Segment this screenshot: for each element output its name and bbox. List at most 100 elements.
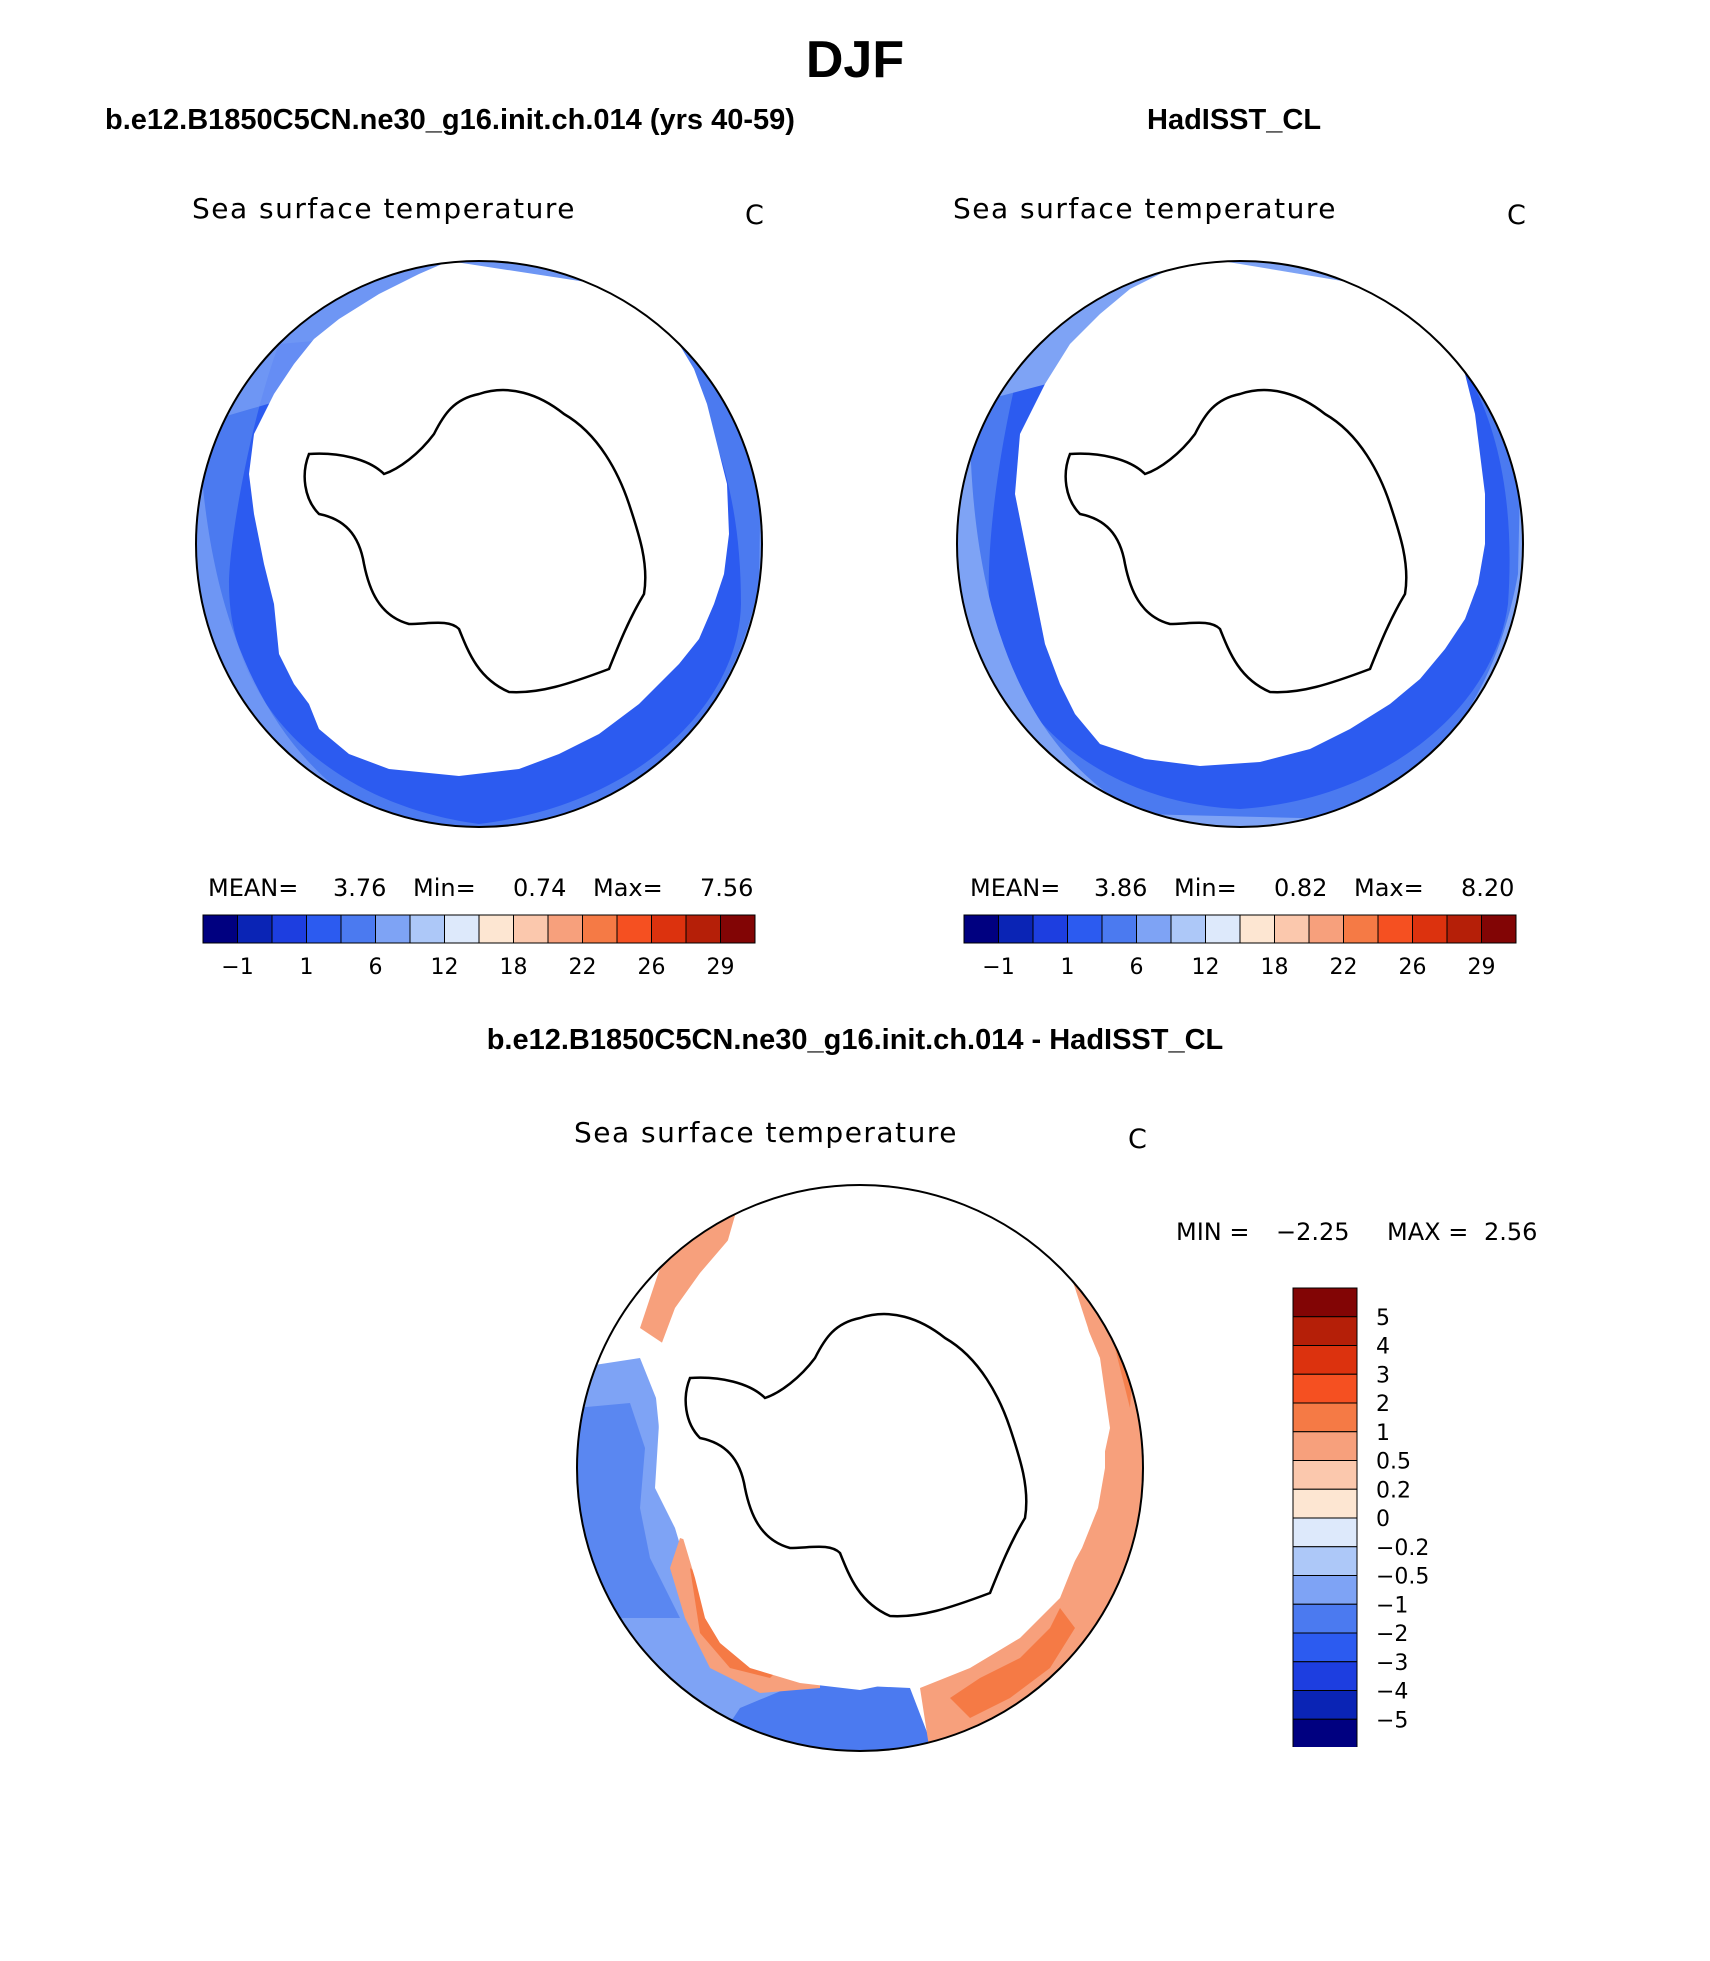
colorbar-box	[202, 914, 238, 944]
diff-max-value: 2.56	[1484, 1218, 1538, 1246]
colorbar-box	[1377, 914, 1413, 944]
figure-title: DJF	[805, 31, 905, 89]
negative-anomaly-west	[577, 1358, 930, 1751]
colorbar-level-label: 0.5	[1376, 1450, 1411, 1475]
colorbar-tick-label: 1	[1061, 955, 1075, 980]
diff-units-label: C	[1128, 1124, 1147, 1155]
colorbar-tick-label: 12	[1192, 955, 1220, 980]
obs-min-value: 0.82	[1274, 874, 1328, 902]
colorbar-box	[1292, 1402, 1358, 1433]
colorbar-tick-label: −1	[982, 955, 1014, 980]
obs-mean-label: MEAN=	[970, 874, 1061, 902]
model-min-value: 0.74	[513, 874, 567, 902]
model-mean-value: 3.76	[333, 874, 387, 902]
colorbar-level-label: −4	[1376, 1680, 1408, 1705]
colorbar-box	[1343, 914, 1379, 944]
colorbar-box	[616, 914, 652, 944]
colorbar-tick-label: 26	[1399, 955, 1427, 980]
colorbar-box	[1292, 1575, 1358, 1605]
colorbar-box	[1292, 1287, 1358, 1318]
colorbar-box	[720, 914, 756, 944]
colorbar-box	[1101, 914, 1137, 944]
model-plot-title: Sea surface temperature	[192, 192, 576, 225]
colorbar-level-label: 1	[1376, 1421, 1390, 1446]
obs-max-value: 8.20	[1461, 874, 1515, 902]
colorbar-box	[1292, 1517, 1358, 1548]
colorbar-box	[375, 914, 411, 944]
colorbar-level-label: 2	[1376, 1392, 1390, 1417]
diff-max-label: MAX =	[1387, 1218, 1469, 1246]
colorbar-box	[1292, 1460, 1358, 1490]
obs-colorbar	[963, 914, 1517, 944]
positive-anomaly-northwest	[640, 1198, 740, 1348]
colorbar-tick-label: 22	[569, 955, 597, 980]
colorbar-box	[1292, 1373, 1358, 1404]
colorbar-tick-label: 22	[1330, 955, 1358, 980]
antarctica-coastline	[1064, 388, 1408, 694]
colorbar-tick-label: 6	[369, 955, 383, 980]
colorbar-tick-label: 1	[300, 955, 314, 980]
diff-min-label: MIN =	[1176, 1218, 1250, 1246]
colorbar-box	[1292, 1661, 1358, 1691]
map-boundary	[576, 1184, 1144, 1752]
colorbar-level-label: 0	[1376, 1507, 1390, 1532]
colorbar-box	[1308, 914, 1344, 944]
sea-ice-land-mask	[1015, 261, 1485, 766]
obs-plot-title: Sea surface temperature	[953, 192, 1337, 225]
positive-anomaly-east-core	[950, 1608, 1075, 1718]
sea-ice-land-mask	[655, 1185, 1105, 1690]
model-sst-map	[195, 260, 763, 828]
colorbar-box	[340, 914, 376, 944]
colorbar-level-label: 5	[1376, 1306, 1390, 1331]
diff-panel-header: b.e12.B1850C5CN.ne30_g16.init.ch.014 - H…	[486, 1024, 1224, 1056]
obs-max-label: Max=	[1354, 874, 1424, 902]
left-panel-header: b.e12.B1850C5CN.ne30_g16.init.ch.014 (yr…	[105, 104, 795, 136]
colorbar-tick-label: 12	[431, 955, 459, 980]
model-colorbar	[202, 914, 756, 944]
colorbar-box	[409, 914, 445, 944]
colorbar-box	[1274, 914, 1310, 944]
obs-sst-map	[956, 260, 1524, 828]
colorbar-level-label: 0.2	[1376, 1478, 1411, 1503]
colorbar-box	[1446, 914, 1482, 944]
diff-sst-map	[576, 1184, 1144, 1752]
colorbar-box	[547, 914, 583, 944]
model-colorbar-ticks: −1 1 6 12 18 22 26 29	[221, 955, 735, 980]
colorbar-box	[1170, 914, 1206, 944]
right-panel-header: HadISST_CL	[1147, 104, 1322, 136]
colorbar-box	[1292, 1488, 1358, 1519]
map-boundary	[195, 260, 763, 828]
colorbar-level-label: −1	[1376, 1593, 1408, 1618]
colorbar-box	[1292, 1718, 1358, 1747]
colorbar-tick-label: 18	[1261, 955, 1289, 980]
colorbar-box	[1292, 1431, 1358, 1461]
colorbar-box	[1205, 914, 1241, 944]
model-max-value: 7.56	[700, 874, 754, 902]
colorbar-box	[1292, 1546, 1358, 1576]
model-min-label: Min=	[413, 874, 476, 902]
model-mean-label: MEAN=	[208, 874, 299, 902]
colorbar-box	[1292, 1345, 1358, 1375]
obs-units-label: C	[1507, 200, 1526, 231]
negative-anomaly-west-core	[577, 1403, 680, 1618]
colorbar-box	[513, 914, 549, 944]
antarctica-coastline	[303, 388, 647, 694]
colorbar-box	[1412, 914, 1448, 944]
colorbar-box	[1067, 914, 1103, 944]
colorbar-tick-label: 29	[1468, 955, 1496, 980]
model-units-label: C	[745, 200, 764, 231]
colorbar-tick-label: −1	[221, 955, 253, 980]
colorbar-box	[1292, 1632, 1358, 1663]
colorbar-tick-label: 26	[638, 955, 666, 980]
colorbar-box	[582, 914, 618, 944]
antarctica-coastline	[684, 1312, 1028, 1618]
colorbar-tick-label: 18	[500, 955, 528, 980]
colorbar-box	[444, 914, 480, 944]
diff-colorbar: 5 4 3 2 1 0.5 0.2 0 −0.2 −0.5 −1 −2 −3 −4 −5	[1292, 1287, 1429, 1747]
colorbar-box	[1136, 914, 1172, 944]
colorbar-level-label: −0.5	[1376, 1565, 1429, 1590]
colorbar-tick-label: 29	[707, 955, 735, 980]
diff-plot-title: Sea surface temperature	[574, 1116, 958, 1149]
obs-min-label: Min=	[1174, 874, 1237, 902]
